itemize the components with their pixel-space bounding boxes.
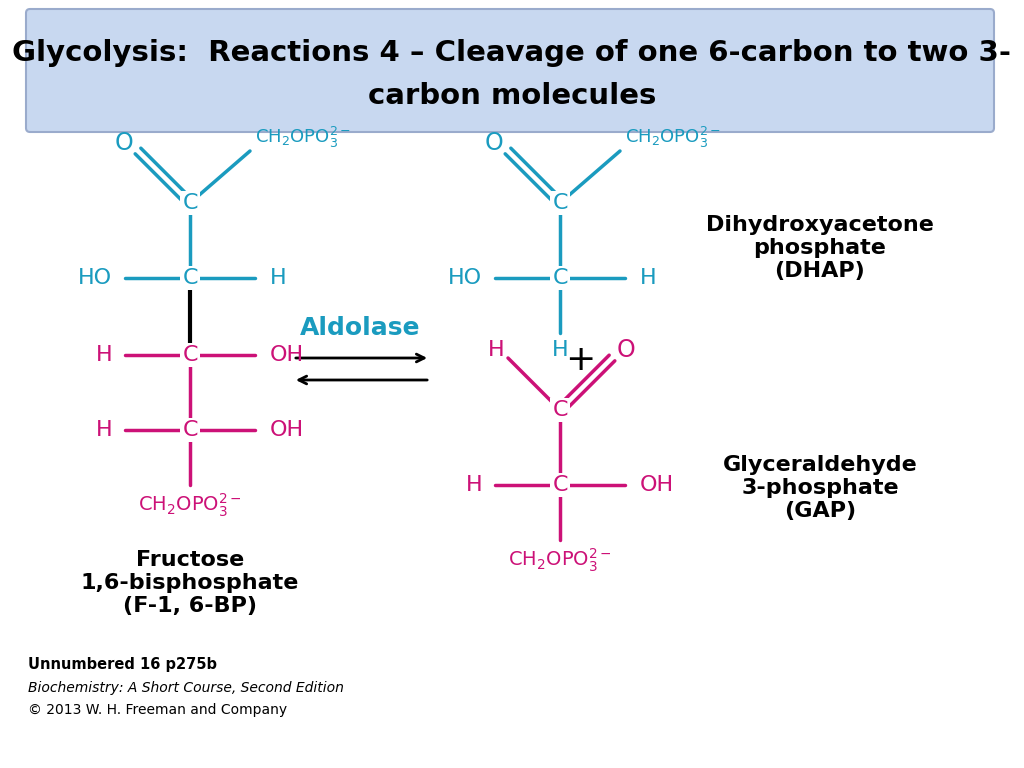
Text: Dihydroxyacetone
phosphate
(DHAP): Dihydroxyacetone phosphate (DHAP) [707, 215, 934, 281]
Text: C: C [182, 345, 198, 365]
Text: H: H [552, 340, 568, 360]
Text: H: H [487, 340, 504, 360]
Text: HO: HO [78, 268, 112, 288]
Text: H: H [640, 268, 656, 288]
Text: O: O [616, 338, 635, 362]
Text: C: C [182, 420, 198, 440]
Text: Fructose
1,6-bisphosphate
(F-1, 6-BP): Fructose 1,6-bisphosphate (F-1, 6-BP) [81, 550, 299, 616]
Text: OH: OH [270, 345, 304, 365]
Text: H: H [95, 420, 112, 440]
Text: CH$_2$OPO$_3^{2-}$: CH$_2$OPO$_3^{2-}$ [508, 546, 612, 574]
Text: O: O [484, 131, 504, 155]
FancyBboxPatch shape [26, 9, 994, 132]
Text: C: C [552, 268, 567, 288]
Text: HO: HO [447, 268, 482, 288]
Text: Glyceraldehyde
3-phosphate
(GAP): Glyceraldehyde 3-phosphate (GAP) [723, 455, 918, 521]
Text: CH$_2$OPO$_3^{2-}$: CH$_2$OPO$_3^{2-}$ [625, 124, 721, 150]
Text: C: C [182, 268, 198, 288]
Text: H: H [465, 475, 482, 495]
Text: C: C [552, 193, 567, 213]
Text: Unnumbered 16 p275b: Unnumbered 16 p275b [28, 657, 217, 673]
Text: H: H [270, 268, 287, 288]
Text: OH: OH [640, 475, 674, 495]
Text: CH$_2$OPO$_3^{2-}$: CH$_2$OPO$_3^{2-}$ [255, 124, 351, 150]
Text: C: C [552, 475, 567, 495]
Text: OH: OH [270, 420, 304, 440]
Text: carbon molecules: carbon molecules [368, 82, 656, 110]
Text: C: C [552, 400, 567, 420]
Text: © 2013 W. H. Freeman and Company: © 2013 W. H. Freeman and Company [28, 703, 287, 717]
Text: Glycolysis:  Reactions 4 – Cleavage of one 6-carbon to two 3-: Glycolysis: Reactions 4 – Cleavage of on… [12, 39, 1012, 67]
Text: +: + [565, 343, 595, 377]
Text: C: C [182, 193, 198, 213]
Text: Aldolase: Aldolase [300, 316, 420, 340]
Text: CH$_2$OPO$_3^{2-}$: CH$_2$OPO$_3^{2-}$ [138, 492, 242, 518]
Text: O: O [115, 131, 133, 155]
Text: Biochemistry: A Short Course, Second Edition: Biochemistry: A Short Course, Second Edi… [28, 681, 344, 695]
Text: H: H [95, 345, 112, 365]
